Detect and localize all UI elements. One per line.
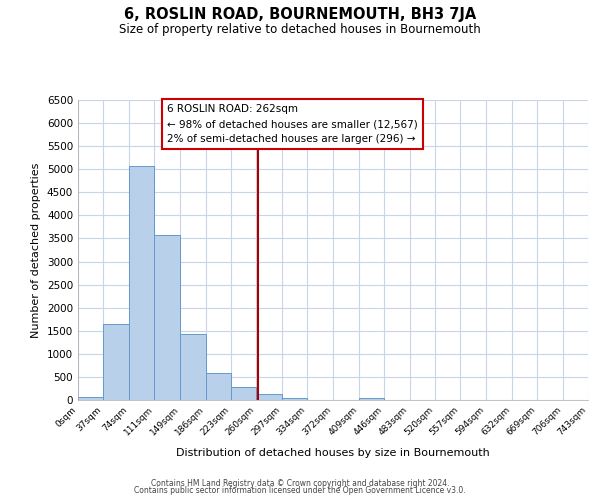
X-axis label: Distribution of detached houses by size in Bournemouth: Distribution of detached houses by size …: [176, 448, 490, 458]
Text: 6 ROSLIN ROAD: 262sqm
← 98% of detached houses are smaller (12,567)
2% of semi-d: 6 ROSLIN ROAD: 262sqm ← 98% of detached …: [167, 104, 418, 144]
Bar: [154, 235, 180, 400]
Y-axis label: Number of detached properties: Number of detached properties: [31, 162, 41, 338]
Text: Size of property relative to detached houses in Bournemouth: Size of property relative to detached ho…: [119, 22, 481, 36]
Bar: [129, 166, 154, 400]
Text: Contains public sector information licensed under the Open Government Licence v3: Contains public sector information licen…: [134, 486, 466, 495]
Bar: [256, 394, 282, 400]
Text: Contains HM Land Registry data © Crown copyright and database right 2024.: Contains HM Land Registry data © Crown c…: [151, 478, 449, 488]
Bar: [206, 373, 231, 400]
Text: 6, ROSLIN ROAD, BOURNEMOUTH, BH3 7JA: 6, ROSLIN ROAD, BOURNEMOUTH, BH3 7JA: [124, 8, 476, 22]
Bar: [359, 398, 384, 400]
Bar: [78, 397, 103, 400]
Bar: [231, 386, 256, 400]
Bar: [282, 398, 307, 400]
Bar: [180, 334, 206, 400]
Bar: [103, 324, 129, 400]
